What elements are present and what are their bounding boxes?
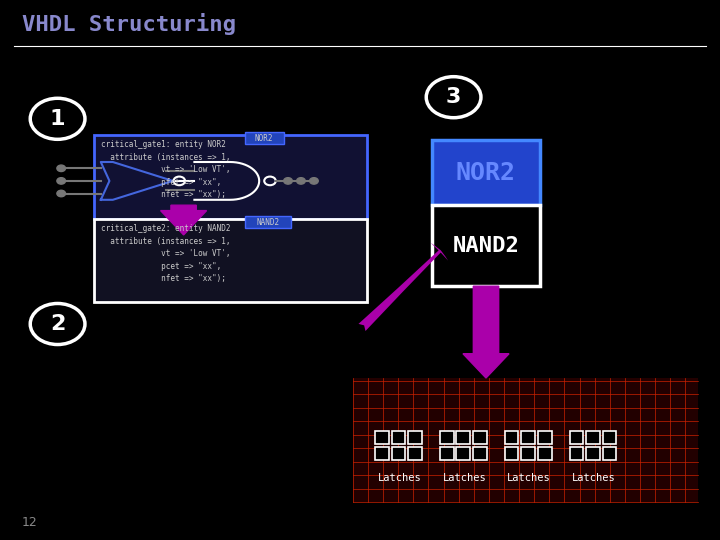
Polygon shape bbox=[194, 162, 259, 200]
Text: Latches: Latches bbox=[508, 473, 551, 483]
FancyBboxPatch shape bbox=[603, 447, 616, 460]
FancyBboxPatch shape bbox=[375, 447, 389, 460]
FancyBboxPatch shape bbox=[538, 447, 552, 460]
Polygon shape bbox=[161, 205, 207, 235]
FancyBboxPatch shape bbox=[521, 447, 535, 460]
FancyBboxPatch shape bbox=[505, 447, 518, 460]
FancyBboxPatch shape bbox=[603, 431, 616, 444]
FancyBboxPatch shape bbox=[245, 216, 291, 228]
FancyBboxPatch shape bbox=[473, 447, 487, 460]
Circle shape bbox=[310, 178, 318, 184]
Circle shape bbox=[57, 165, 66, 172]
FancyBboxPatch shape bbox=[586, 431, 600, 444]
Text: NOR2: NOR2 bbox=[456, 161, 516, 185]
Text: Latches: Latches bbox=[378, 473, 421, 483]
Text: NAND2: NAND2 bbox=[453, 235, 519, 256]
Text: 3: 3 bbox=[446, 87, 462, 107]
Text: critical_gate2: entity NAND2
  attribute (instances => 1,
             vt => 'Lo: critical_gate2: entity NAND2 attribute (… bbox=[101, 224, 230, 283]
FancyBboxPatch shape bbox=[570, 431, 583, 444]
Text: NAND2: NAND2 bbox=[256, 218, 279, 227]
Polygon shape bbox=[101, 162, 173, 200]
FancyBboxPatch shape bbox=[586, 447, 600, 460]
Circle shape bbox=[57, 190, 66, 197]
FancyBboxPatch shape bbox=[392, 447, 405, 460]
Circle shape bbox=[57, 178, 66, 184]
FancyBboxPatch shape bbox=[245, 132, 284, 144]
FancyBboxPatch shape bbox=[456, 447, 470, 460]
FancyBboxPatch shape bbox=[456, 431, 470, 444]
Text: critical_gate1: entity NOR2
  attribute (instances => 1,
             vt => 'Low: critical_gate1: entity NOR2 attribute (i… bbox=[101, 140, 230, 199]
FancyBboxPatch shape bbox=[408, 431, 422, 444]
FancyBboxPatch shape bbox=[94, 219, 367, 302]
FancyBboxPatch shape bbox=[440, 431, 454, 444]
Text: VHDL Structuring: VHDL Structuring bbox=[22, 13, 235, 35]
FancyBboxPatch shape bbox=[521, 431, 535, 444]
Polygon shape bbox=[463, 286, 509, 378]
FancyBboxPatch shape bbox=[353, 378, 698, 502]
FancyBboxPatch shape bbox=[473, 431, 487, 444]
FancyBboxPatch shape bbox=[440, 447, 454, 460]
Text: Latches: Latches bbox=[572, 473, 616, 483]
FancyBboxPatch shape bbox=[432, 140, 540, 205]
FancyBboxPatch shape bbox=[432, 205, 540, 286]
FancyBboxPatch shape bbox=[392, 431, 405, 444]
Text: 12: 12 bbox=[22, 516, 37, 529]
FancyBboxPatch shape bbox=[570, 447, 583, 460]
Circle shape bbox=[297, 178, 305, 184]
Text: Latches: Latches bbox=[443, 473, 486, 483]
FancyBboxPatch shape bbox=[505, 431, 518, 444]
Text: NOR2: NOR2 bbox=[255, 134, 274, 143]
Text: 1: 1 bbox=[50, 109, 66, 129]
Text: 2: 2 bbox=[50, 314, 66, 334]
FancyBboxPatch shape bbox=[408, 447, 422, 460]
Circle shape bbox=[284, 178, 292, 184]
FancyBboxPatch shape bbox=[538, 431, 552, 444]
FancyBboxPatch shape bbox=[94, 135, 367, 219]
FancyBboxPatch shape bbox=[375, 431, 389, 444]
